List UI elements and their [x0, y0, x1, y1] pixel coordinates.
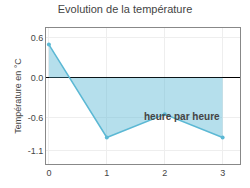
svg-text:Température en °C: Température en °C [13, 58, 23, 134]
svg-text:0: 0 [46, 168, 51, 178]
svg-text:heure par heure: heure par heure [144, 111, 220, 122]
svg-text:0.6: 0.6 [31, 33, 44, 43]
svg-text:3: 3 [220, 168, 225, 178]
svg-text:1: 1 [104, 168, 109, 178]
svg-text:2: 2 [162, 168, 167, 178]
svg-text:0.0: 0.0 [31, 73, 44, 83]
svg-text:Evolution de la température: Evolution de la température [58, 3, 193, 15]
svg-text:-0.6: -0.6 [28, 113, 44, 123]
svg-text:-1.1: -1.1 [28, 146, 44, 156]
